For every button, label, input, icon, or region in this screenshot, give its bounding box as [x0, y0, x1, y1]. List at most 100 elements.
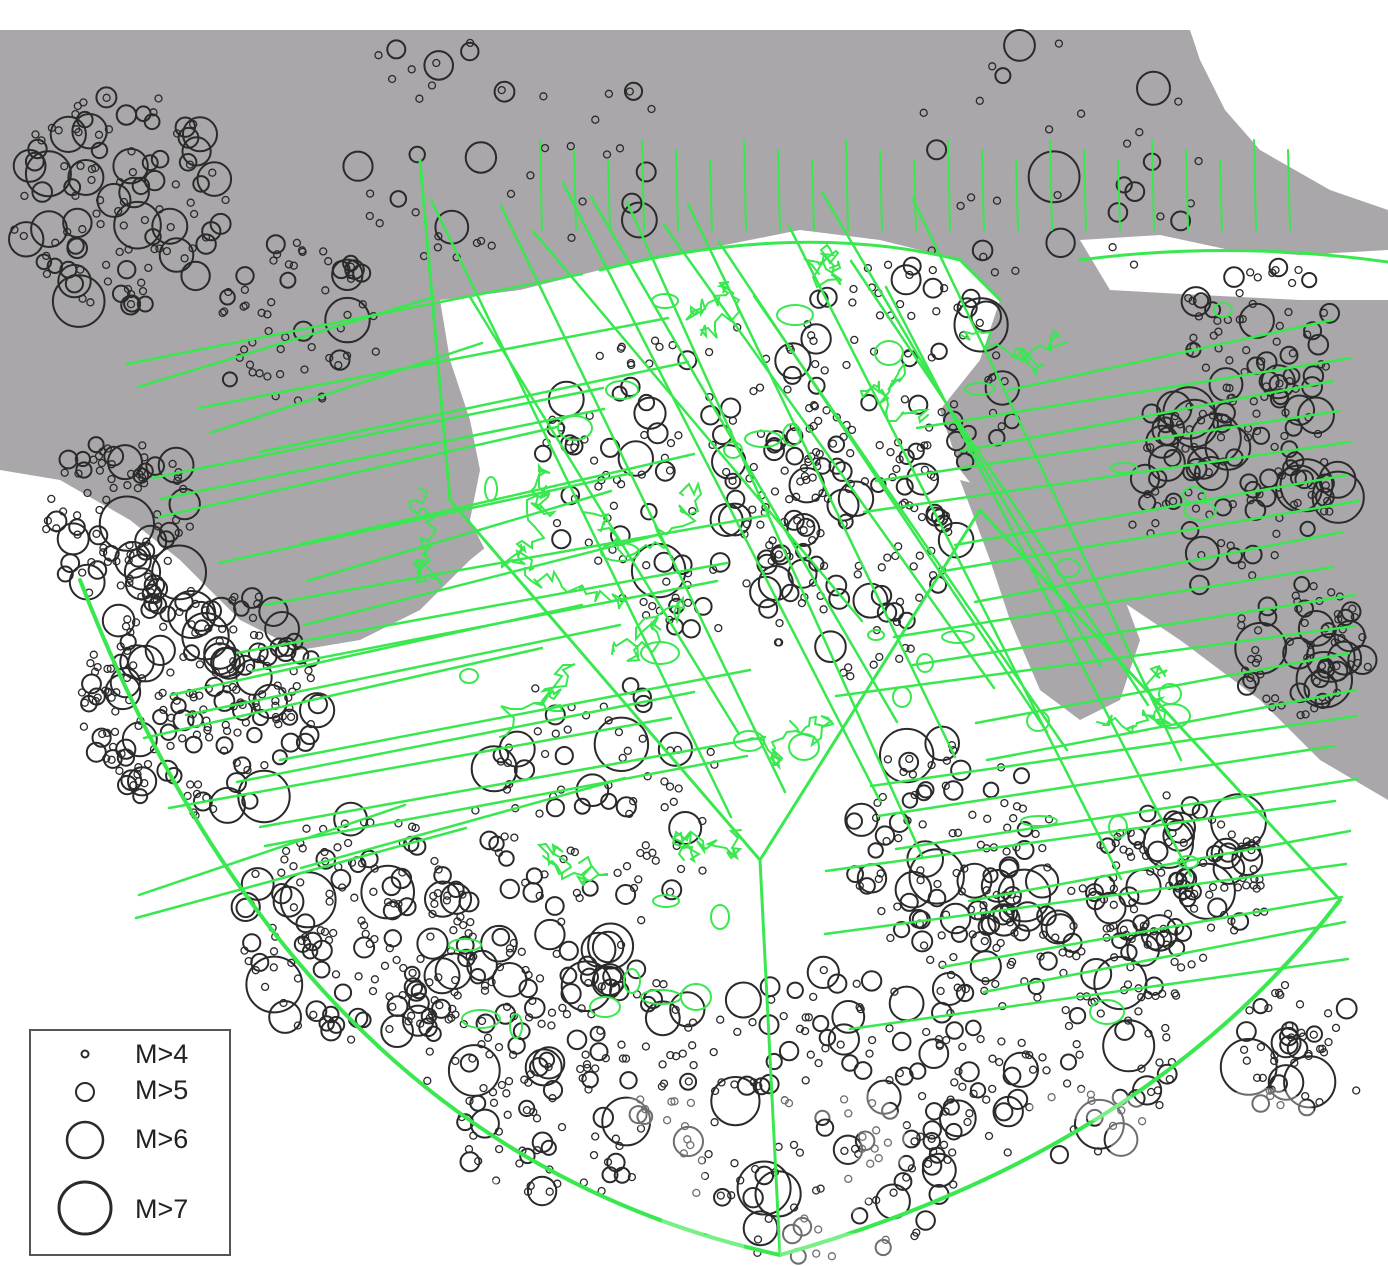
- epicenter-circle: [113, 200, 162, 250]
- epicenter-circle: [917, 512, 927, 522]
- epicenter-circle: [1310, 704, 1319, 713]
- epicenter-circle: [382, 901, 403, 921]
- epicenter-circle: [1054, 39, 1064, 48]
- epicenter-circle: [370, 975, 380, 984]
- epicenter-circle: [1085, 1108, 1104, 1127]
- epicenter-circle: [963, 1117, 972, 1127]
- epicenter-circle: [307, 342, 316, 352]
- epicenter-circle: [617, 342, 626, 351]
- epicenter-circle: [91, 163, 100, 173]
- epicenter-circle: [812, 1249, 821, 1258]
- fault-line: [418, 158, 762, 862]
- epicenter-circle: [350, 893, 359, 902]
- epicenter-circle: [494, 1042, 504, 1052]
- epicenter-circle: [1170, 989, 1179, 998]
- epicenter-circle: [1198, 953, 1208, 962]
- epicenter-circle: [209, 212, 232, 235]
- epicenter-circle: [369, 887, 378, 896]
- epicenter-circle: [338, 883, 347, 892]
- epicenter-circle: [902, 1121, 911, 1130]
- epicenter-circle: [860, 477, 870, 486]
- epicenter-circle: [1252, 426, 1262, 436]
- epicenter-circle: [666, 438, 676, 448]
- epicenter-circle: [671, 1005, 680, 1014]
- epicenter-circle: [263, 310, 272, 319]
- fault-line: [258, 735, 767, 829]
- epicenter-circle: [252, 703, 261, 712]
- epicenter-circle: [434, 865, 443, 874]
- epicenter-circle: [140, 453, 149, 462]
- fault-line: [573, 149, 577, 231]
- epicenter-circle: [1096, 1009, 1105, 1018]
- epicenter-circle: [544, 896, 565, 916]
- epicenter-circle: [518, 978, 538, 999]
- epicenter-circle: [1128, 520, 1137, 529]
- fault-line: [787, 224, 1123, 881]
- epicenter-circle: [852, 979, 861, 988]
- epicenter-circle: [1276, 990, 1285, 1000]
- epicenter-circle: [12, 149, 47, 183]
- epicenter-circle: [374, 51, 383, 60]
- epicenter-circle: [1189, 574, 1210, 596]
- epicenter-circle: [783, 509, 805, 531]
- epicenter-circle: [297, 246, 307, 255]
- epicenter-circle: [394, 819, 403, 828]
- epicenter-circle: [966, 193, 976, 202]
- epicenter-circle: [814, 1225, 823, 1234]
- epicenter-circle: [502, 1002, 512, 1011]
- epicenter-circle: [1283, 1055, 1337, 1109]
- epicenter-circle: [1227, 830, 1236, 839]
- epicenter-circle: [246, 726, 263, 744]
- epicenter-circle: [375, 219, 384, 228]
- epicenter-circle: [80, 694, 98, 713]
- epicenter-circle: [799, 526, 808, 535]
- epicenter-circle: [129, 781, 138, 790]
- epicenter-circle: [644, 1000, 681, 1037]
- epicenter-circle: [910, 790, 919, 800]
- epicenter-circle: [683, 1135, 692, 1144]
- epicenter-circle: [930, 342, 948, 360]
- epicenter-circle: [908, 394, 929, 415]
- epicenter-circle: [893, 921, 911, 939]
- fault-line: [967, 829, 1352, 903]
- epicenter-circle: [131, 618, 141, 627]
- epicenter-circle: [307, 694, 328, 715]
- epicenter-circle: [938, 1099, 977, 1138]
- epicenter-circle: [166, 222, 175, 232]
- epicenter-circle: [239, 345, 249, 354]
- fault-line: [607, 159, 611, 231]
- epicenter-circle: [174, 116, 197, 138]
- epicenter-circle: [517, 947, 526, 956]
- epicenter-circle: [1319, 302, 1340, 324]
- epicenter-circle: [493, 80, 516, 103]
- epicenter-circle: [30, 210, 68, 249]
- epicenter-circle: [434, 952, 473, 991]
- epicenter-circle: [665, 782, 675, 791]
- epicenter-circle: [464, 929, 473, 938]
- fault-line: [217, 471, 634, 565]
- epicenter-circle: [1296, 710, 1305, 720]
- epicenter-circle: [499, 878, 520, 900]
- epicenter-circle: [698, 816, 707, 826]
- epicenter-circle: [119, 197, 129, 207]
- epicenter-circle: [1289, 682, 1311, 704]
- epicenter-circle: [905, 270, 914, 280]
- epicenter-circle: [149, 108, 158, 117]
- epicenter-circle: [1230, 912, 1250, 931]
- contour-blob: [652, 894, 680, 908]
- epicenter-circle: [78, 568, 87, 577]
- fault-line: [985, 688, 1358, 762]
- epicenter-circle: [257, 690, 267, 699]
- epicenter-circle: [926, 139, 948, 161]
- epicenter-circle: [627, 1172, 637, 1182]
- epicenter-circle: [281, 846, 291, 856]
- epicenter-circle: [789, 1140, 799, 1150]
- epicenter-circle: [716, 1015, 725, 1024]
- epicenter-circle: [472, 238, 482, 248]
- epicenter-circle: [566, 846, 575, 855]
- fault-line: [536, 842, 608, 887]
- epicenter-circle: [131, 176, 151, 196]
- epicenter-circle: [1119, 845, 1128, 854]
- epicenter-circle: [647, 104, 656, 114]
- epicenter-circle: [655, 342, 664, 352]
